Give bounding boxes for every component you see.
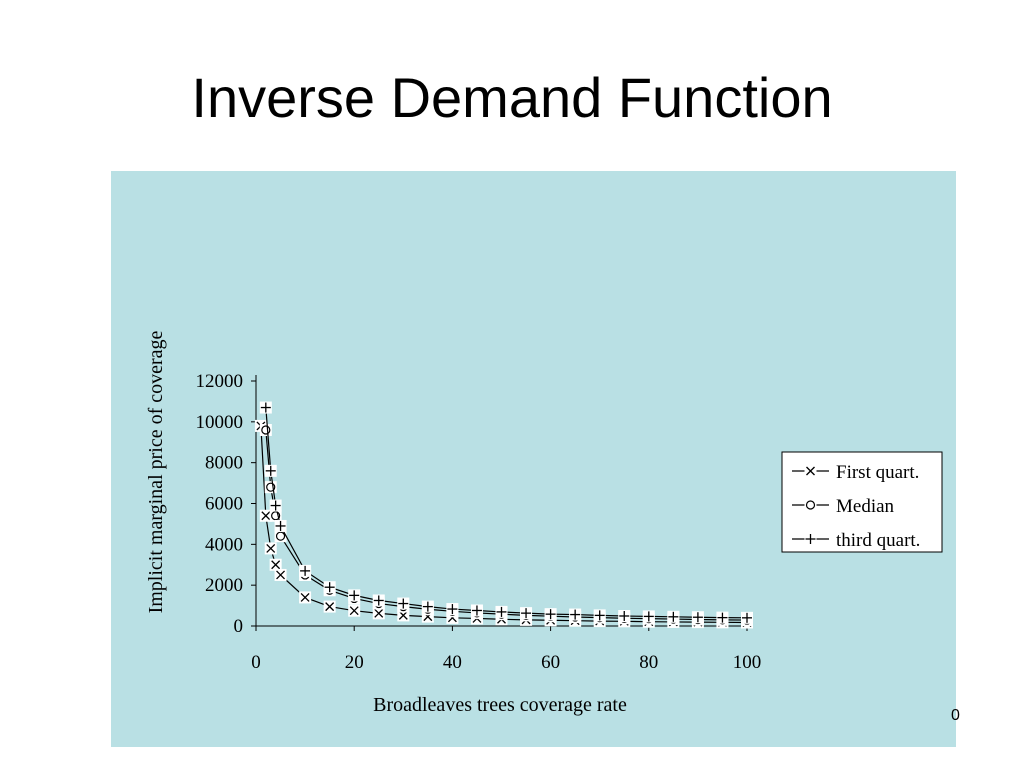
data-point bbox=[274, 519, 287, 532]
marker-stroke bbox=[261, 425, 271, 435]
y-tick-label: 6000 bbox=[205, 494, 243, 515]
y-axis-label: Implicit marginal price of coverage bbox=[145, 330, 167, 613]
series-line-2 bbox=[265, 407, 748, 619]
data-point bbox=[691, 611, 704, 624]
x-tick-label: 20 bbox=[345, 652, 364, 673]
data-point bbox=[569, 608, 582, 621]
marker-stroke bbox=[805, 500, 816, 510]
chart-panel: 0 2000 4000 6000 8000 10000 12000 0 20 40 60 80 100 … bbox=[111, 171, 956, 747]
data-point bbox=[741, 611, 753, 624]
y-tick-label: 2000 bbox=[205, 575, 243, 596]
data-point bbox=[348, 589, 361, 602]
legend-marker bbox=[804, 533, 817, 545]
marker-stroke bbox=[276, 570, 286, 580]
data-point bbox=[372, 607, 385, 620]
x-tick-label: 100 bbox=[733, 652, 762, 673]
data-point bbox=[667, 610, 680, 623]
data-point bbox=[323, 600, 336, 613]
data-point bbox=[446, 603, 459, 616]
marker-stroke bbox=[300, 592, 310, 602]
data-point bbox=[593, 609, 606, 622]
x-tick-label: 0 bbox=[251, 652, 261, 673]
data-point bbox=[421, 600, 434, 613]
legend-marker bbox=[804, 499, 817, 511]
y-tick-label: 0 bbox=[234, 616, 244, 637]
series-line-1 bbox=[265, 429, 748, 621]
data-point bbox=[544, 608, 557, 621]
marker-stroke bbox=[261, 511, 271, 521]
data-point bbox=[642, 610, 655, 623]
data-point bbox=[274, 530, 287, 543]
legend-marker bbox=[804, 465, 817, 477]
data-point bbox=[269, 509, 282, 522]
data-point bbox=[299, 564, 312, 577]
marker-stroke bbox=[266, 543, 276, 553]
y-tick-label: 10000 bbox=[196, 412, 244, 433]
data-point bbox=[259, 424, 272, 436]
legend-label: Median bbox=[836, 496, 895, 517]
y-tick-label: 4000 bbox=[205, 534, 243, 555]
data-point bbox=[372, 594, 385, 607]
marker-stroke bbox=[349, 606, 359, 616]
marker-stroke bbox=[325, 602, 335, 612]
data-point bbox=[299, 591, 312, 604]
chart-legend: First quart. Median third quart. bbox=[781, 451, 943, 553]
marker-stroke bbox=[275, 531, 286, 541]
legend-label: third quart. bbox=[836, 530, 920, 551]
data-point bbox=[259, 401, 272, 414]
data-point bbox=[495, 605, 508, 618]
series-layer bbox=[254, 401, 753, 629]
marker-stroke bbox=[398, 610, 408, 620]
data-point bbox=[716, 611, 729, 624]
y-tick-label: 8000 bbox=[205, 453, 243, 474]
data-point bbox=[323, 581, 336, 594]
marker-stroke bbox=[374, 608, 384, 618]
data-point bbox=[274, 568, 287, 581]
data-point bbox=[397, 597, 410, 610]
data-point bbox=[259, 509, 272, 522]
marker-stroke bbox=[806, 466, 815, 476]
data-point bbox=[348, 604, 361, 617]
data-point bbox=[264, 464, 277, 477]
x-tick-label: 40 bbox=[443, 652, 462, 673]
x-axis-label: Broadleaves trees coverage rate bbox=[373, 694, 627, 716]
data-point bbox=[269, 558, 282, 571]
x-tick-label: 80 bbox=[639, 652, 658, 673]
slide-title: Inverse Demand Function bbox=[191, 66, 833, 129]
marker-stroke bbox=[271, 560, 281, 570]
data-point bbox=[520, 607, 533, 620]
y-tick-label: 12000 bbox=[196, 371, 244, 392]
data-point bbox=[269, 499, 282, 512]
data-point bbox=[618, 609, 631, 622]
legend-label: First quart. bbox=[836, 462, 919, 483]
data-point bbox=[264, 481, 277, 494]
page-number: 0 bbox=[951, 707, 960, 724]
data-point bbox=[264, 542, 277, 555]
chart-axes: 0 2000 4000 6000 8000 10000 12000 0 20 40 60 80 100 bbox=[196, 371, 762, 673]
data-point bbox=[470, 604, 483, 617]
x-tick-label: 60 bbox=[541, 652, 560, 673]
